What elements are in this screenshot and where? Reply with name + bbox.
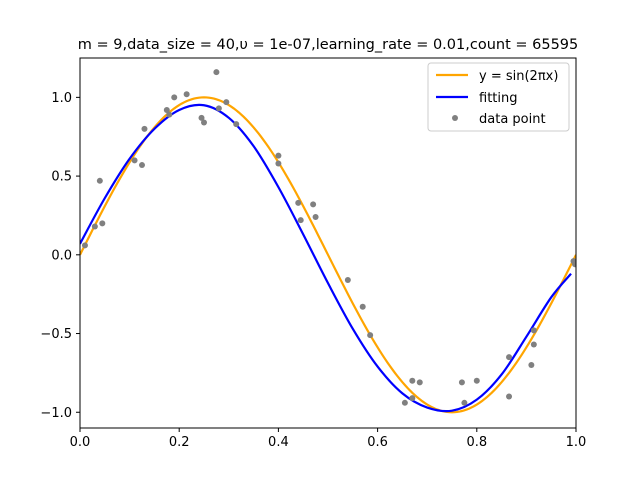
data-point xyxy=(198,114,205,121)
data-point xyxy=(416,379,423,386)
data-point xyxy=(401,399,408,406)
series-layer xyxy=(80,69,576,414)
series-line-sine xyxy=(80,96,576,414)
legend-label-fitting: fitting xyxy=(479,91,518,106)
legend-box xyxy=(427,62,570,132)
data-point xyxy=(310,201,317,208)
data-point xyxy=(201,119,207,126)
data-point xyxy=(99,220,106,227)
data-point xyxy=(312,214,319,221)
x-tick-label: 0.0 xyxy=(70,435,91,450)
legend: y = sin(2πx) fitting data point xyxy=(427,62,570,132)
data-point xyxy=(528,362,535,369)
y-tick-label: −0.5 xyxy=(40,327,72,342)
data-point xyxy=(131,157,138,164)
data-point xyxy=(166,111,173,118)
data-point xyxy=(530,327,537,334)
data-point xyxy=(139,162,145,169)
data-point xyxy=(572,261,576,268)
x-tick-label: 1.0 xyxy=(566,435,587,450)
data-point xyxy=(506,393,513,400)
x-tick-label: 0.4 xyxy=(268,435,289,450)
data-point xyxy=(96,177,103,184)
y-tick-label: 1.0 xyxy=(51,91,72,106)
data-point xyxy=(297,217,304,224)
data-point xyxy=(275,152,282,159)
data-point xyxy=(81,242,88,249)
data-point xyxy=(91,223,98,230)
y-tick-label: 0.0 xyxy=(51,248,72,263)
data-point xyxy=(409,377,416,384)
data-point xyxy=(367,332,374,339)
data-point xyxy=(295,199,302,206)
legend-label-sine: y = sin(2πx) xyxy=(479,69,558,84)
data-point xyxy=(213,69,220,76)
data-point xyxy=(530,341,537,348)
data-point xyxy=(506,354,513,361)
legend-marker-data-point xyxy=(452,115,458,121)
plot-area: 0.0 0.2 0.4 0.6 0.8 1.0 −1.0 −0.5 0.0 0.5 1.0 xyxy=(40,57,587,450)
data-point xyxy=(215,105,222,112)
data-point xyxy=(163,106,170,113)
data-point xyxy=(171,94,178,101)
legend-label-data-point: data point xyxy=(479,112,546,127)
y-axis: −1.0 −0.5 0.0 0.5 1.0 xyxy=(40,91,80,421)
data-point xyxy=(473,377,480,384)
data-point xyxy=(141,125,148,132)
x-tick-label: 0.2 xyxy=(169,435,190,450)
data-point xyxy=(359,303,366,310)
data-point xyxy=(275,160,282,167)
data-point xyxy=(458,379,465,386)
y-tick-label: −1.0 xyxy=(40,406,72,421)
data-point xyxy=(344,277,351,283)
chart-title: m = 9,data_size = 40,υ = 1e-07,learning_… xyxy=(78,37,579,53)
data-point xyxy=(409,395,416,402)
data-point xyxy=(223,99,230,106)
y-tick-label: 0.5 xyxy=(51,170,72,185)
data-point xyxy=(461,399,468,406)
x-tick-label: 0.6 xyxy=(367,435,388,450)
x-axis: 0.0 0.2 0.4 0.6 0.8 1.0 xyxy=(70,428,587,450)
data-point xyxy=(233,121,240,128)
x-tick-label: 0.8 xyxy=(466,435,487,450)
plot-frame xyxy=(79,57,577,429)
data-point xyxy=(183,91,190,98)
series-line-fitting xyxy=(80,103,572,413)
